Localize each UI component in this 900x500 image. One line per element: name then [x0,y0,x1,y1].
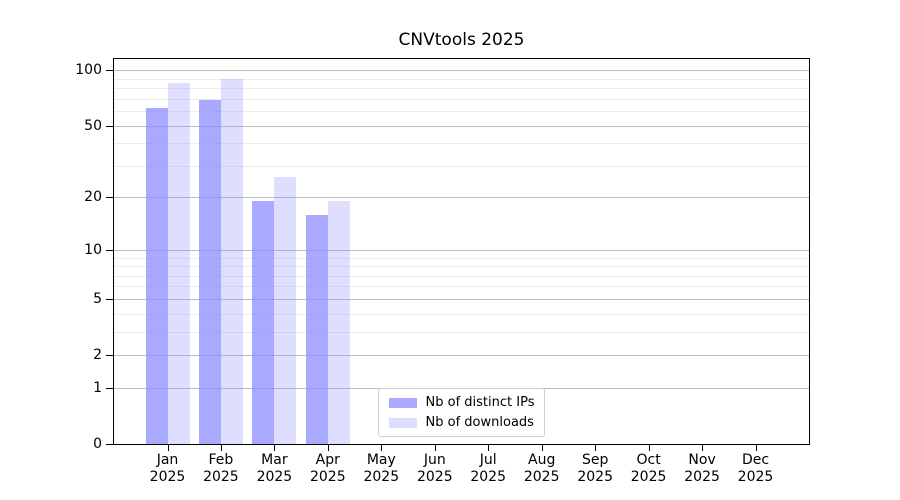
x-tick-label-mar: Mar 2025 [256,452,293,485]
y-tick-label-2: 2 [93,347,102,363]
minor-gridline-8 [114,266,809,267]
legend-label-distinct-ips: Nb of distinct IPs [425,395,535,410]
bar-nb-of-distinct-ips-apr [305,214,328,444]
y-tick-1 [106,388,113,389]
legend-swatch-downloads [388,417,417,428]
legend-swatch-distinct-ips [388,397,417,408]
plot-area: Nb of distinct IPs Nb of downloads [113,58,810,445]
x-tick-mar [274,445,276,451]
x-tick-label-sep: Sep 2025 [577,452,613,485]
major-gridline-100 [114,70,809,71]
y-tick-50 [106,126,113,127]
x-tick-label-feb: Feb 2025 [203,452,239,485]
bar-nb-of-downloads-mar [274,177,297,444]
x-tick-nov [702,445,704,451]
x-tick-label-nov: Nov 2025 [684,452,720,485]
y-tick-label-20: 20 [84,189,102,205]
y-tick-label-0: 0 [93,436,102,452]
bar-nb-of-distinct-ips-feb [198,99,221,444]
minor-gridline-4 [114,314,809,315]
x-tick-label-jul: Jul 2025 [470,452,506,485]
x-tick-label-dec: Dec 2025 [737,452,774,485]
x-tick-aug [541,445,543,451]
major-gridline-10 [114,250,809,251]
x-tick-label-aug: Aug 2025 [523,452,560,485]
x-tick-dec [755,445,757,451]
bar-nb-of-downloads-apr [327,201,350,444]
major-gridline-50 [114,126,809,127]
chart-title: CNVtools 2025 [398,30,525,50]
x-tick-label-may: May 2025 [363,452,400,485]
y-tick-2 [106,355,113,356]
x-tick-label-apr: Apr 2025 [309,452,346,485]
minor-gridline-6 [114,286,809,287]
bar-nb-of-downloads-feb [220,78,243,444]
bar-nb-of-distinct-ips-jan [145,108,168,444]
x-tick-label-jun: Jun 2025 [416,452,453,485]
minor-gridline-90 [114,79,809,80]
y-tick-label-50: 50 [84,118,102,134]
x-tick-label-oct: Oct 2025 [630,452,667,485]
x-tick-jul [488,445,490,451]
y-tick-20 [106,197,113,198]
legend-item-distinct-ips: Nb of distinct IPs [388,395,535,410]
x-tick-jan [167,445,169,451]
major-gridline-5 [114,299,809,300]
minor-gridline-30 [114,166,809,167]
bar-nb-of-downloads-jan [167,83,190,444]
x-tick-jun [434,445,436,451]
y-tick-label-1: 1 [93,380,102,396]
minor-gridline-9 [114,258,809,259]
y-tick-label-10: 10 [84,242,102,258]
y-tick-label-100: 100 [75,62,102,78]
bar-nb-of-distinct-ips-mar [252,201,275,444]
x-tick-label-jan: Jan 2025 [149,452,186,485]
y-tick-5 [106,299,113,300]
minor-gridline-60 [114,111,809,112]
legend: Nb of distinct IPs Nb of downloads [377,388,546,437]
x-tick-apr [327,445,329,451]
major-gridline-20 [114,197,809,198]
y-tick-0 [106,444,113,445]
minor-gridline-70 [114,99,809,100]
legend-item-downloads: Nb of downloads [388,415,535,430]
minor-gridline-3 [114,332,809,333]
x-tick-may [381,445,383,451]
minor-gridline-80 [114,88,809,89]
y-tick-label-5: 5 [93,291,102,307]
minor-gridline-7 [114,276,809,277]
x-tick-feb [220,445,222,451]
x-tick-sep [595,445,597,451]
major-gridline-2 [114,355,809,356]
x-tick-oct [648,445,650,451]
y-tick-10 [106,250,113,251]
legend-label-downloads: Nb of downloads [425,415,534,430]
y-tick-100 [106,70,113,71]
minor-gridline-40 [114,143,809,144]
